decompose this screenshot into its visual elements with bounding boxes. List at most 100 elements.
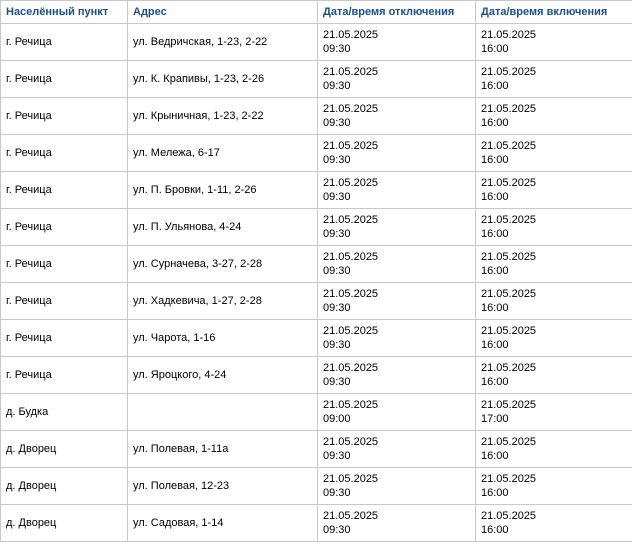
off-date: 21.05.2025 xyxy=(323,510,379,522)
on-time: 16:00 xyxy=(481,265,509,277)
cell-off-datetime: 21.05.2025 09:30 xyxy=(317,467,476,505)
on-date: 21.05.2025 xyxy=(481,214,537,226)
table-row: г. Речица ул. П. Бровки, 1-11, 2-26 21.05.… xyxy=(0,171,632,209)
off-date: 21.05.2025 xyxy=(323,251,379,263)
header-locality: Населённый пункт xyxy=(0,0,128,24)
off-time: 09:30 xyxy=(323,524,351,536)
on-date: 21.05.2025 xyxy=(481,325,537,337)
cell-off-datetime: 21.05.2025 09:00 xyxy=(317,393,476,431)
on-date: 21.05.2025 xyxy=(481,473,537,485)
cell-address: ул. К. Крапивы, 1-23, 2-26 xyxy=(127,60,318,98)
off-time: 09:30 xyxy=(323,302,351,314)
off-date: 21.05.2025 xyxy=(323,29,379,41)
header-address: Адрес xyxy=(127,0,318,24)
cell-locality: д. Будка xyxy=(0,393,128,431)
cell-locality: д. Дворец xyxy=(0,467,128,505)
cell-locality: г. Речица xyxy=(0,134,128,172)
cell-on-datetime: 21.05.2025 16:00 xyxy=(475,282,632,320)
on-time: 16:00 xyxy=(481,80,509,92)
cell-off-datetime: 21.05.2025 09:30 xyxy=(317,23,476,61)
cell-on-datetime: 21.05.2025 16:00 xyxy=(475,356,632,394)
cell-locality: г. Речица xyxy=(0,60,128,98)
off-time: 09:30 xyxy=(323,450,351,462)
cell-locality: г. Речица xyxy=(0,282,128,320)
cell-locality: г. Речица xyxy=(0,319,128,357)
on-date: 21.05.2025 xyxy=(481,510,537,522)
table-row: г. Речица ул. Сурначева, 3-27, 2-28 21.05.… xyxy=(0,245,632,283)
off-date: 21.05.2025 xyxy=(323,325,379,337)
cell-off-datetime: 21.05.2025 09:30 xyxy=(317,60,476,98)
table-row: г. Речица ул. Яроцкого, 4-24 21.05.2025 09:… xyxy=(0,356,632,394)
cell-on-datetime: 21.05.2025 16:00 xyxy=(475,23,632,61)
off-time: 09:30 xyxy=(323,376,351,388)
cell-off-datetime: 21.05.2025 09:30 xyxy=(317,282,476,320)
cell-address xyxy=(127,393,318,431)
on-time: 16:00 xyxy=(481,450,509,462)
on-time: 16:00 xyxy=(481,339,509,351)
header-on-datetime: Дата/время включения xyxy=(475,0,632,24)
cell-on-datetime: 21.05.2025 16:00 xyxy=(475,467,632,505)
cell-on-datetime: 21.05.2025 16:00 xyxy=(475,97,632,135)
table-header: Населённый пункт Адрес Дата/время отключ… xyxy=(0,0,632,24)
off-date: 21.05.2025 xyxy=(323,103,379,115)
cell-address: ул. Чарота, 1-16 xyxy=(127,319,318,357)
cell-address: ул. Хадкевича, 1-27, 2-28 xyxy=(127,282,318,320)
table-row: г. Речица ул. Чарота, 1-16 21.05.2025 09:30… xyxy=(0,319,632,357)
cell-address: ул. Ведричская, 1-23, 2-22 xyxy=(127,23,318,61)
cell-on-datetime: 21.05.2025 17:00 xyxy=(475,393,632,431)
table-row: д. Дворец ул. Садовая, 1-14 21.05.2025 09:3… xyxy=(0,504,632,542)
cell-on-datetime: 21.05.2025 16:00 xyxy=(475,134,632,172)
off-time: 09:00 xyxy=(323,413,351,425)
cell-address: ул. П. Ульянова, 4-24 xyxy=(127,208,318,246)
cell-on-datetime: 21.05.2025 16:00 xyxy=(475,504,632,542)
off-date: 21.05.2025 xyxy=(323,214,379,226)
off-time: 09:30 xyxy=(323,228,351,240)
off-time: 09:30 xyxy=(323,117,351,129)
off-time: 09:30 xyxy=(323,80,351,92)
table-row: г. Речица ул. П. Ульянова, 4-24 21.05.2025… xyxy=(0,208,632,246)
cell-on-datetime: 21.05.2025 16:00 xyxy=(475,319,632,357)
on-time: 16:00 xyxy=(481,43,509,55)
table-row: г. Речица ул. Ведричская, 1-23, 2-22 21.05… xyxy=(0,23,632,61)
off-date: 21.05.2025 xyxy=(323,140,379,152)
cell-locality: г. Речица xyxy=(0,356,128,394)
cell-address: ул. Полевая, 1-11а xyxy=(127,430,318,468)
cell-locality: г. Речица xyxy=(0,245,128,283)
table-row: г. Речица ул. К. Крапивы, 1-23, 2-26 21.05… xyxy=(0,60,632,98)
cell-off-datetime: 21.05.2025 09:30 xyxy=(317,171,476,209)
off-date: 21.05.2025 xyxy=(323,473,379,485)
on-time: 16:00 xyxy=(481,154,509,166)
on-time: 16:00 xyxy=(481,228,509,240)
on-time: 17:00 xyxy=(481,413,509,425)
off-time: 09:30 xyxy=(323,339,351,351)
cell-off-datetime: 21.05.2025 09:30 xyxy=(317,504,476,542)
on-time: 16:00 xyxy=(481,376,509,388)
on-date: 21.05.2025 xyxy=(481,29,537,41)
off-date: 21.05.2025 xyxy=(323,66,379,78)
off-date: 21.05.2025 xyxy=(323,362,379,374)
off-time: 09:30 xyxy=(323,487,351,499)
cell-off-datetime: 21.05.2025 09:30 xyxy=(317,134,476,172)
cell-on-datetime: 21.05.2025 16:00 xyxy=(475,430,632,468)
on-date: 21.05.2025 xyxy=(481,251,537,263)
on-date: 21.05.2025 xyxy=(481,66,537,78)
on-date: 21.05.2025 xyxy=(481,399,537,411)
cell-address: ул. Сурначева, 3-27, 2-28 xyxy=(127,245,318,283)
cell-off-datetime: 21.05.2025 09:30 xyxy=(317,97,476,135)
on-time: 16:00 xyxy=(481,487,509,499)
cell-locality: г. Речица xyxy=(0,208,128,246)
off-date: 21.05.2025 xyxy=(323,177,379,189)
on-time: 16:00 xyxy=(481,524,509,536)
off-time: 09:30 xyxy=(323,154,351,166)
off-date: 21.05.2025 xyxy=(323,436,379,448)
on-date: 21.05.2025 xyxy=(481,436,537,448)
table-row: д. Дворец ул. Полевая, 12-23 21.05.2025 09:… xyxy=(0,467,632,505)
cell-address: ул. П. Бровки, 1-11, 2-26 xyxy=(127,171,318,209)
off-time: 09:30 xyxy=(323,191,351,203)
table-row: д. Дворец ул. Полевая, 1-11а 21.05.2025 09:… xyxy=(0,430,632,468)
off-time: 09:30 xyxy=(323,265,351,277)
cell-address: ул. Крыничная, 1-23, 2-22 xyxy=(127,97,318,135)
cell-on-datetime: 21.05.2025 16:00 xyxy=(475,245,632,283)
cell-locality: г. Речица xyxy=(0,97,128,135)
on-date: 21.05.2025 xyxy=(481,103,537,115)
